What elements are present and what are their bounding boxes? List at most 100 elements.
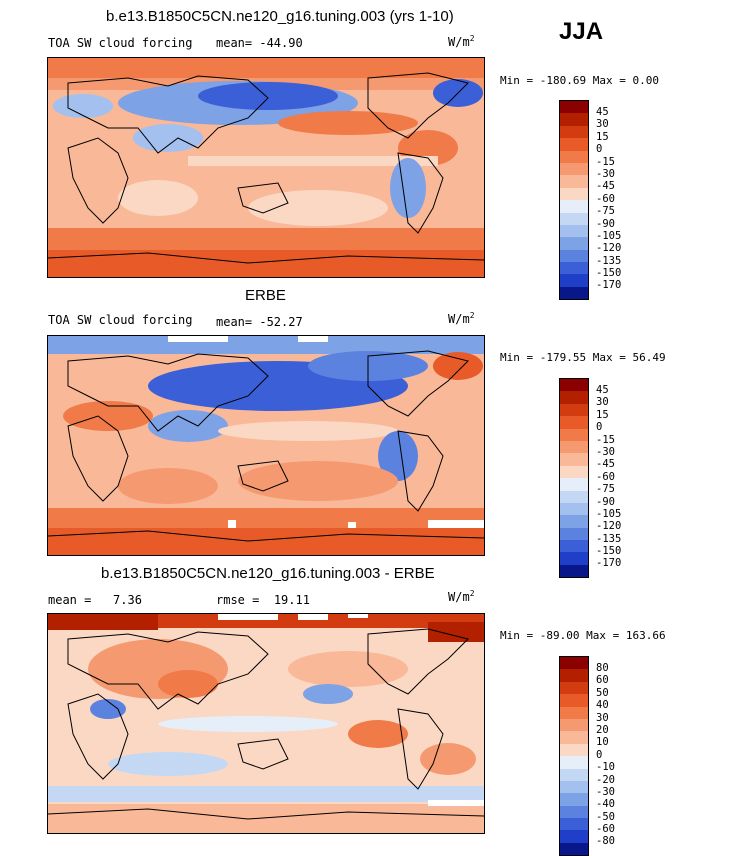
panel3-rmse-label: rmse = [216,593,260,607]
colorbar-label: 0 [596,748,603,761]
panel2-colorbar-swatch [560,564,588,578]
panel2-colorbar-swatch [560,502,588,516]
panel3-mean-value: 7.36 [113,593,142,607]
colorbar-label: 10 [596,736,609,749]
panel3-colorbar-swatch [560,731,588,744]
colorbar-label: -60 [596,470,615,483]
panel1-minmax: Min = -180.69 Max = 0.00 [500,74,659,87]
panel2-colorbar-swatch [560,515,588,528]
panel3-colorbar-swatch [560,805,588,819]
panel3-colorbar-swatch [560,669,588,682]
panel3-colorbar-swatch [560,830,588,843]
panel1-colorbar [559,100,589,301]
panel3-colorbar-swatch [560,718,588,732]
colorbar-label: -120 [596,242,622,255]
panel3-colorbar-swatch [560,694,588,707]
colorbar-label: -105 [596,229,622,242]
panel2-colorbar-swatch [560,453,588,466]
colorbar-label: 45 [596,384,609,396]
panel1-colorbar-swatch [560,200,588,213]
colorbar-label: -120 [596,520,622,533]
colorbar-label: -105 [596,507,622,520]
panel1-colorbar-labels: 45 30 15 0 -15 -30 -45 -60 -75 -90 -105 … [596,106,621,292]
colorbar-label: -60 [596,192,615,205]
panel2-colorbar-swatch [560,403,588,417]
panel1-colorbar-swatch [560,150,588,163]
colorbar-label: 15 [596,130,609,143]
colorbar-label: 20 [596,723,609,736]
panel2-mean-value: -52.27 [259,315,303,329]
panel3-map [47,613,485,834]
panel2-colorbar-swatch [560,465,588,479]
panel2-colorbar-swatch [560,416,588,429]
panel3-units: W/m2 [448,589,475,604]
panel1-colorbar-swatch [560,162,588,176]
colorbar-label: -60 [596,823,615,836]
panel1-colorbar-swatch [560,224,588,238]
panel3-mean-label: mean = [48,593,92,607]
colorbar-label: -10 [596,761,615,774]
panel3-mean: mean = 7.36 [48,593,142,607]
colorbar-label: -30 [596,167,615,180]
panel1-mean-label: mean= [216,36,253,50]
colorbar-label: 50 [596,686,609,699]
panel1-colorbar-swatch [560,175,588,188]
panel2-colorbar-swatch [560,391,588,404]
panel3-colorbar-swatch [560,793,588,806]
panel1-colorbar-swatch [560,237,588,250]
panel3-colorbar-swatch [560,818,588,831]
panel1-colorbar-swatch [560,212,588,225]
colorbar-label: -170 [596,557,622,570]
panel2-colorbar-swatch [560,478,588,491]
colorbar-label: -75 [596,205,615,218]
colorbar-label: -45 [596,180,615,193]
colorbar-label: -75 [596,483,615,496]
panel3-colorbar-swatch [560,681,588,695]
panel2-units: W/m2 [448,311,475,326]
panel3-colorbar-swatch [560,657,588,670]
panel1-colorbar-swatch [560,125,588,139]
panel1-colorbar-swatch [560,286,588,300]
colorbar-label: 0 [596,421,603,434]
panel1-colorbar-swatch [560,138,588,151]
colorbar-label: 30 [596,711,609,724]
panel2-field-label: TOA SW cloud forcing [48,313,193,327]
colorbar-label: 60 [596,674,609,687]
colorbar-label: 45 [596,106,609,118]
colorbar-label: -15 [596,155,615,168]
panel2-colorbar-swatch [560,379,588,392]
panel3-rmse-value: 19.11 [273,593,310,607]
colorbar-label: 30 [596,396,609,409]
panel1-title: b.e13.B1850C5CN.ne120_g16.tuning.003 (yr… [106,8,454,25]
panel2-colorbar [559,378,589,579]
colorbar-label: -170 [596,279,622,292]
colorbar-label: -150 [596,545,622,558]
colorbar-label: -15 [596,433,615,446]
panel1-mean: mean= -44.90 [216,36,303,50]
colorbar-label: -150 [596,267,622,280]
panel2-mean-label: mean= [216,315,253,329]
panel2-map [47,335,485,556]
colorbar-label: 30 [596,118,609,131]
panel3-colorbar-swatch [560,842,588,856]
colorbar-label: -80 [596,835,615,848]
panel1-colorbar-swatch [560,101,588,114]
panel3-colorbar [559,656,589,856]
panel2-colorbar-swatch [560,428,588,441]
colorbar-label: -90 [596,217,615,230]
colorbar-label: 40 [596,699,609,712]
season-label: JJA [559,18,604,45]
panel2-title: ERBE [245,287,286,304]
panel3-colorbar-labels: 80 60 50 40 30 20 10 0 -10 -20 -30 -40 -… [596,662,615,848]
colorbar-label: -50 [596,810,615,823]
panel1-colorbar-swatch [560,249,588,263]
panel3-colorbar-swatch [560,768,588,781]
colorbar-label: -135 [596,254,622,267]
panel1-colorbar-swatch [560,274,588,287]
panel1-map [47,57,485,278]
panel2-colorbar-swatch [560,527,588,541]
panel2-colorbar-swatch [560,552,588,565]
panel3-colorbar-swatch [560,756,588,769]
panel2-minmax: Min = -179.55 Max = 56.49 [500,351,666,364]
panel3-colorbar-swatch [560,743,588,757]
